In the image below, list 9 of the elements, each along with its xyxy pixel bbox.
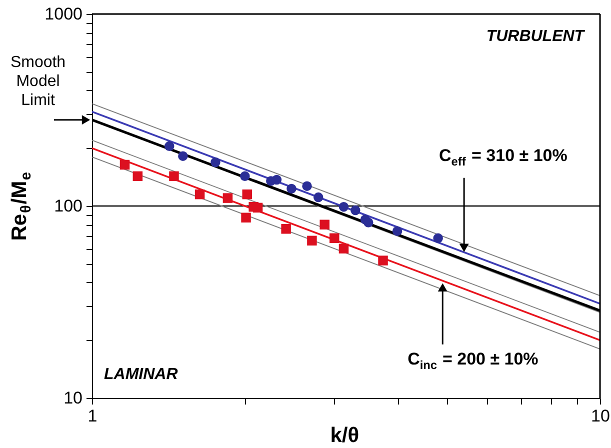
y-tick-label: 1000 [44,4,82,24]
y-axis-title: Reθ/Me [8,172,35,241]
x-axis-title: k/θ [330,424,360,447]
x-tick-label: 1 [88,406,98,426]
y-tick-label: 10 [64,388,82,408]
y-tick-label: 100 [54,196,82,216]
annotation: TURBULENT [486,28,586,45]
annotation: Smooth Model Limit [10,54,66,109]
annotation: LAMINAR [104,366,178,383]
